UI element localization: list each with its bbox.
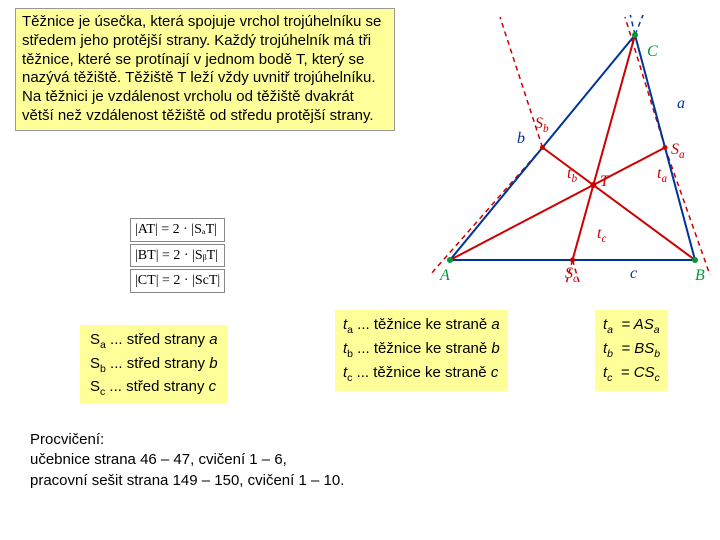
label-C: C (647, 43, 658, 61)
eq-tb: tb = BSb (603, 338, 660, 362)
triangle-diagram: A B C Ta b c Sa Sb Sc ta tb tc (425, 15, 715, 285)
practice-title: Procvičení: (30, 430, 344, 450)
median-legend: ta ... těžnice ke straně a tb ... těžnic… (335, 310, 508, 391)
legend-tb: tb ... těžnice ke straně b (343, 338, 500, 362)
label-tb: tb (567, 165, 577, 185)
equality-box: ta = ASa tb = BSb tc = CSc (595, 310, 668, 391)
equations-block: |AT| = 2 · |SₐT| |BT| = 2 · |SᵦT| |CT| =… (130, 218, 225, 295)
legend-sb: Sb ... střed strany b (90, 353, 218, 377)
equation-2: |BT| = 2 · |SᵦT| (130, 244, 225, 268)
label-b: b (517, 130, 525, 148)
label-B: B (695, 267, 705, 285)
label-Sb: Sb (535, 115, 549, 135)
eq-lhs: |BT| (135, 246, 159, 266)
practice-line2: pracovní sešit strana 149 – 150, cvičení… (30, 471, 344, 491)
label-ta: ta (657, 165, 667, 185)
eq-lhs: |CT| (135, 271, 159, 291)
practice-block: Procvičení: učebnice strana 46 – 47, cvi… (30, 430, 344, 491)
label-a: a (677, 95, 685, 113)
eq-rhs: 2 · |SᵦT| (173, 246, 218, 266)
definition-box: Těžnice je úsečka, která spojuje vrchol … (15, 8, 395, 131)
definition-text: Těžnice je úsečka, která spojuje vrchol … (22, 13, 381, 124)
label-A: A (440, 267, 450, 285)
equation-3: |CT| = 2 · |ScT| (130, 269, 225, 293)
legend-ta: ta ... těžnice ke straně a (343, 314, 500, 338)
label-c: c (630, 265, 637, 283)
legend-tc: tc ... těžnice ke straně c (343, 362, 500, 386)
label-tc: tc (597, 225, 606, 245)
legend-sa: Sa ... střed strany a (90, 329, 218, 353)
eq-tc: tc = CSc (603, 362, 660, 386)
eq-ta: ta = ASa (603, 314, 660, 338)
eq-lhs: |AT| (135, 220, 158, 240)
equation-1: |AT| = 2 · |SₐT| (130, 218, 225, 242)
eq-rhs: 2 · |ScT| (173, 271, 220, 291)
label-Sc: Sc (565, 265, 578, 285)
label-Sa: Sa (671, 141, 685, 161)
eq-rhs: 2 · |SₐT| (173, 220, 217, 240)
legend-sc: Sc ... střed strany c (90, 376, 218, 400)
midpoint-legend: Sa ... střed strany a Sb ... střed stran… (80, 325, 228, 404)
practice-line1: učebnice strana 46 – 47, cvičení 1 – 6, (30, 450, 344, 470)
label-T: T (600, 173, 609, 191)
